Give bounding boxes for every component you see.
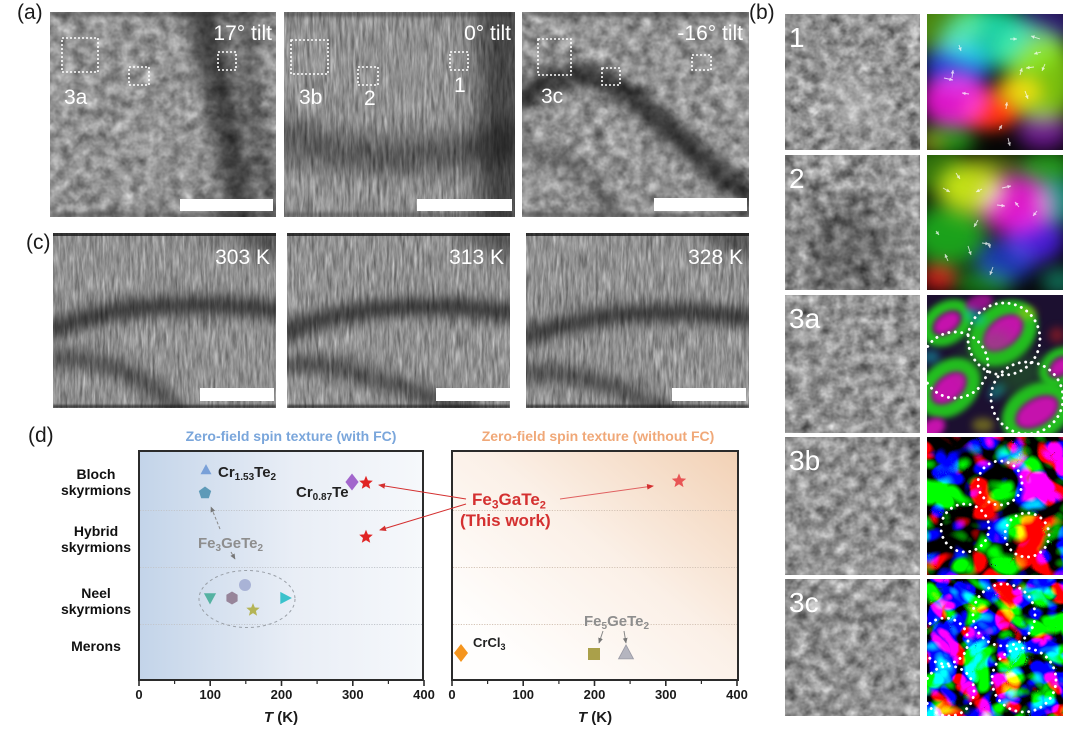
svg-text:200: 200 (271, 687, 293, 702)
svg-text:328 K: 328 K (688, 246, 743, 269)
svg-text:(This work): (This work) (460, 511, 551, 530)
svg-text:3b: 3b (299, 86, 322, 109)
svg-text:T (K): T (K) (264, 709, 298, 726)
svg-text:T (K): T (K) (578, 709, 612, 726)
svg-text:17° tilt: 17° tilt (213, 22, 272, 45)
svg-text:skyrmions: skyrmions (61, 601, 131, 617)
svg-text:303 K: 303 K (215, 246, 270, 269)
svg-text:Merons: Merons (71, 638, 121, 654)
svg-text:skyrmions: skyrmions (61, 482, 131, 498)
svg-text:2: 2 (789, 163, 805, 194)
svg-text:3a: 3a (789, 303, 821, 334)
svg-text:200: 200 (584, 687, 606, 702)
svg-text:400: 400 (726, 687, 748, 702)
svg-text:Hybrid: Hybrid (74, 523, 118, 539)
svg-text:0: 0 (448, 687, 455, 702)
svg-text:Neel: Neel (81, 585, 111, 601)
svg-text:3a: 3a (64, 86, 88, 109)
svg-text:CrCl3: CrCl3 (473, 635, 505, 652)
svg-text:Fe3GeTe2: Fe3GeTe2 (198, 535, 263, 554)
svg-text:400: 400 (413, 687, 435, 702)
svg-text:1: 1 (454, 74, 466, 97)
svg-text:Cr0.87Te: Cr0.87Te (296, 484, 349, 503)
svg-text:100: 100 (199, 687, 221, 702)
svg-text:-16° tilt: -16° tilt (677, 22, 743, 45)
svg-text:100: 100 (512, 687, 534, 702)
svg-text:300: 300 (655, 687, 677, 702)
svg-text:3c: 3c (789, 587, 819, 618)
svg-text:Fe3GaTe2: Fe3GaTe2 (472, 490, 546, 512)
svg-text:2: 2 (364, 87, 376, 110)
svg-text:Bloch: Bloch (77, 466, 116, 482)
svg-text:300: 300 (342, 687, 364, 702)
svg-text:skyrmions: skyrmions (61, 539, 131, 555)
svg-text:Cr1.53Te2: Cr1.53Te2 (218, 464, 277, 483)
svg-text:1: 1 (789, 22, 805, 53)
svg-text:Fe5GeTe2: Fe5GeTe2 (584, 613, 649, 632)
svg-text:Zero-field spin texture (with: Zero-field spin texture (with FC) (186, 428, 397, 444)
svg-text:0° tilt: 0° tilt (464, 22, 511, 45)
svg-text:Zero-field spin texture (witho: Zero-field spin texture (without FC) (482, 428, 715, 444)
svg-text:3b: 3b (789, 445, 820, 476)
svg-text:0: 0 (135, 687, 142, 702)
svg-text:3c: 3c (541, 85, 563, 108)
svg-text:313 K: 313 K (449, 246, 504, 269)
